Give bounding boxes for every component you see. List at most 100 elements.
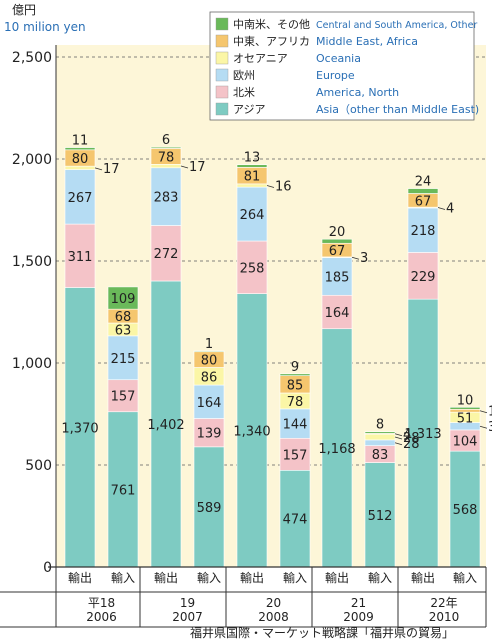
x-tick-label: 輸入	[368, 570, 392, 585]
group-label: 20	[266, 596, 281, 610]
legend-swatch	[215, 34, 229, 48]
label-leader	[479, 425, 488, 429]
bar-value-label: 229	[411, 270, 436, 285]
legend-swatch	[215, 17, 229, 31]
bar-value-label: 67	[415, 194, 432, 209]
bar-segment	[150, 167, 182, 226]
y-tick-label: 1,000	[12, 356, 52, 372]
group-year-label: 2008	[258, 610, 289, 624]
y-tick-label: 2,000	[12, 152, 52, 168]
bar-segment	[64, 147, 96, 151]
label-leader	[394, 442, 403, 446]
x-tick-label: 輸出	[154, 570, 178, 585]
label-leader	[394, 433, 403, 437]
legend-label-ja: アジア	[233, 103, 266, 116]
bar-segment	[150, 280, 182, 568]
bar-value-label: 24	[415, 175, 432, 190]
legend-label-ja: 中南米、その他	[233, 18, 310, 31]
label-leader	[437, 207, 446, 210]
bar-value-label: 28	[403, 437, 420, 452]
x-tick-label: 輸出	[240, 570, 264, 585]
bar-value-label: 85	[287, 378, 304, 393]
bar-segment	[193, 446, 225, 568]
legend-label-en: Middle East, Africa	[316, 35, 418, 48]
y-tick-label: 2,500	[12, 50, 52, 66]
bar-value-label: 28	[403, 431, 420, 446]
group-year-label: 2007	[172, 610, 203, 624]
legend-swatch	[215, 68, 229, 82]
bar-segment	[279, 373, 311, 376]
bar-segment	[407, 252, 439, 300]
source-note: 福井県国際・マーケット戦略課「福井県の貿易」	[190, 625, 454, 640]
bar-value-label: 16	[275, 180, 292, 195]
group-label: 19	[180, 596, 195, 610]
bar-value-label: 80	[201, 353, 218, 368]
label-leader	[266, 185, 275, 188]
bar-value-label: 86	[201, 370, 218, 385]
x-tick-label: 輸出	[68, 570, 92, 585]
bar-value-label: 83	[372, 448, 389, 463]
legend-swatch	[215, 102, 229, 116]
bar-value-label: 139	[197, 427, 222, 442]
bar-labels: 1,37031126717801176115721563681091,40227…	[61, 133, 492, 527]
bar-value-label: 68	[115, 310, 132, 325]
bar-value-label: 272	[154, 247, 179, 262]
x-tick-label: 輸入	[197, 570, 221, 585]
bar-value-label: 157	[111, 390, 136, 405]
legend-label-ja: 欧州	[233, 69, 255, 82]
bar-segment	[64, 169, 96, 225]
label-leader	[94, 167, 103, 171]
bar-value-label: 164	[325, 306, 350, 321]
label-leader	[351, 256, 360, 260]
bar-value-label: 1,340	[233, 424, 270, 439]
bar-value-label: 104	[453, 435, 478, 450]
bar-value-label: 1,370	[61, 421, 98, 436]
y-tick-label: 0	[43, 560, 52, 576]
bar-value-label: 1	[205, 337, 213, 352]
bar-value-label: 13	[244, 151, 261, 166]
bar-value-label: 17	[189, 160, 206, 175]
bar-value-label: 258	[240, 261, 265, 276]
bar-segment	[107, 335, 139, 381]
bar-segment	[150, 225, 182, 282]
legend-swatch	[215, 51, 229, 65]
bar-value-label: 51	[457, 411, 474, 426]
legend-swatch	[215, 85, 229, 99]
bar-value-label: 8	[376, 418, 384, 433]
label-leader	[180, 165, 189, 169]
bar-segment	[407, 188, 439, 194]
x-tick-label: 輸入	[111, 570, 135, 585]
bar-value-label: 78	[158, 150, 175, 165]
bar-value-label: 512	[368, 509, 393, 524]
bar-value-label: 568	[453, 503, 478, 518]
x-tick-label: 輸入	[283, 570, 307, 585]
bar-value-label: 311	[68, 250, 93, 265]
bar-value-label: 20	[329, 225, 346, 240]
x-tick-label: 輸出	[325, 570, 349, 585]
bar-value-label: 109	[111, 292, 136, 307]
bar-segment	[407, 207, 439, 253]
bar-segment	[64, 287, 96, 568]
group-label: 21	[351, 596, 366, 610]
group-year-label: 2010	[429, 610, 460, 624]
bar-value-label: 264	[240, 208, 265, 223]
x-tick-label: 輸入	[453, 570, 477, 585]
bar-value-label: 267	[68, 191, 93, 206]
group-label: 22年	[430, 596, 457, 610]
bar-segment	[236, 240, 268, 294]
bar-value-label: 3	[360, 251, 368, 266]
bar-value-label: 4	[446, 202, 454, 217]
legend-label-en: Europe	[316, 69, 355, 82]
legend-label-ja: 中東、アフリカ	[233, 35, 310, 48]
bar-value-label: 761	[111, 483, 136, 498]
bar-segment	[193, 384, 225, 419]
bar-value-label: 1,168	[318, 442, 355, 457]
bar-segment	[449, 450, 481, 568]
bar-segment	[279, 470, 311, 568]
bar-segment	[193, 350, 225, 353]
bar-value-label: 589	[197, 501, 222, 516]
bar-value-label: 215	[111, 352, 136, 367]
bar-segment	[236, 186, 268, 242]
bars	[64, 146, 481, 568]
